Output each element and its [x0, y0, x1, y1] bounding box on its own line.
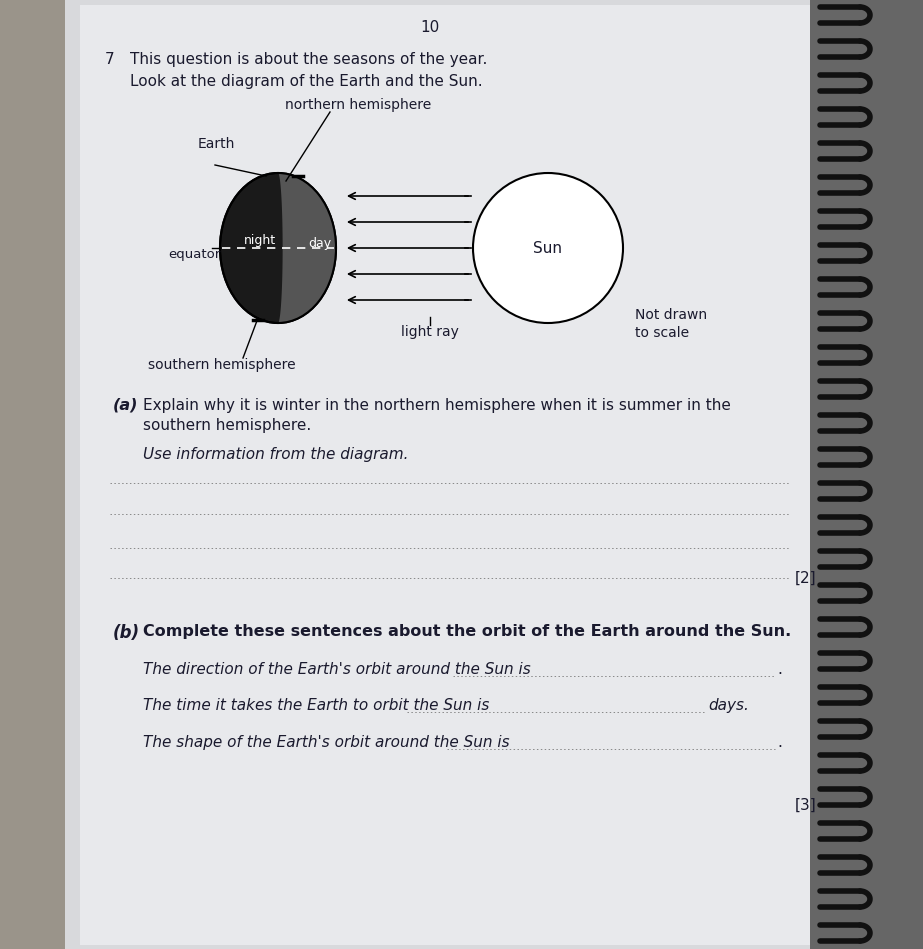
Text: days.: days.: [708, 698, 749, 713]
Text: Explain why it is winter in the northern hemisphere when it is summer in the: Explain why it is winter in the northern…: [143, 398, 731, 413]
Text: This question is about the seasons of the year.: This question is about the seasons of th…: [130, 52, 487, 67]
Text: day: day: [308, 236, 331, 250]
Text: night: night: [244, 233, 276, 247]
Text: The time it takes the Earth to orbit the Sun is: The time it takes the Earth to orbit the…: [143, 698, 489, 713]
Text: [3]: [3]: [795, 797, 817, 812]
Text: The shape of the Earth's orbit around the Sun is: The shape of the Earth's orbit around th…: [143, 735, 509, 750]
Text: .: .: [777, 735, 782, 750]
Circle shape: [473, 173, 623, 323]
Text: to scale: to scale: [635, 326, 689, 340]
Ellipse shape: [220, 173, 336, 323]
Text: southern hemisphere.: southern hemisphere.: [143, 418, 311, 433]
Text: (b): (b): [113, 624, 140, 642]
Text: Earth: Earth: [198, 137, 235, 151]
Text: equator: equator: [168, 248, 221, 260]
Text: (a): (a): [113, 398, 138, 413]
Text: [2]: [2]: [795, 570, 817, 586]
Text: Look at the diagram of the Earth and the Sun.: Look at the diagram of the Earth and the…: [130, 74, 483, 89]
Bar: [80, 5, 810, 945]
Text: Use information from the diagram.: Use information from the diagram.: [143, 447, 409, 462]
Text: 10: 10: [420, 20, 439, 35]
Polygon shape: [278, 173, 336, 323]
Text: northern hemisphere: northern hemisphere: [285, 98, 431, 112]
Text: .: .: [777, 662, 782, 677]
Bar: [65, 0, 825, 949]
Text: Not drawn: Not drawn: [635, 308, 707, 322]
Text: The direction of the Earth's orbit around the Sun is: The direction of the Earth's orbit aroun…: [143, 662, 531, 677]
Text: light ray: light ray: [402, 325, 459, 339]
Text: Complete these sentences about the orbit of the Earth around the Sun.: Complete these sentences about the orbit…: [143, 624, 791, 639]
Text: Sun: Sun: [533, 240, 562, 255]
Text: southern hemisphere: southern hemisphere: [149, 358, 295, 372]
Text: 7: 7: [105, 52, 114, 67]
Bar: [0, 0, 75, 949]
Bar: [810, 0, 923, 949]
